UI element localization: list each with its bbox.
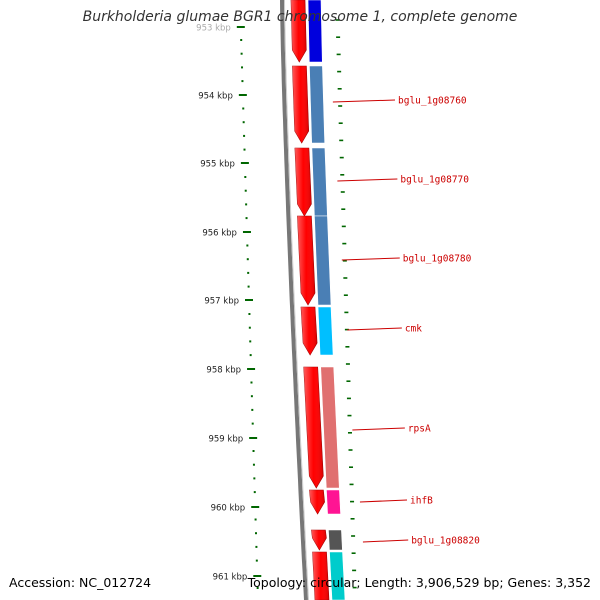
scale-tick-label: 953 kbp bbox=[196, 24, 231, 34]
gene-arrow-shade bbox=[292, 66, 309, 143]
scale-tick-label: 956 kbp bbox=[202, 229, 237, 239]
backbone-line bbox=[280, 0, 308, 600]
gene-category-block bbox=[329, 551, 346, 600]
gene-category-block bbox=[311, 147, 328, 217]
gene-label[interactable]: bglu_1g08780 bbox=[403, 254, 472, 265]
gene-arrow-shade bbox=[294, 148, 312, 216]
gene-label-leader bbox=[362, 539, 409, 543]
gene-category-block bbox=[320, 366, 340, 489]
gene-category-block bbox=[317, 306, 334, 356]
gene-label[interactable]: rpsA bbox=[408, 424, 431, 435]
scale-tick-label: 957 kbp bbox=[204, 297, 239, 307]
gene-label[interactable]: ihfB bbox=[410, 496, 433, 507]
gene-arrow-shade bbox=[309, 490, 325, 514]
gene-label-leader bbox=[359, 499, 408, 503]
gene-label-leader bbox=[341, 257, 400, 261]
gene-arrow-shade bbox=[297, 216, 315, 305]
gene-label[interactable]: cmk bbox=[405, 324, 422, 335]
gene-arrow-shade bbox=[311, 530, 327, 550]
scale-tick-label: 954 kbp bbox=[198, 92, 233, 102]
gene-category-block bbox=[328, 529, 343, 551]
backbone-highlight bbox=[284, 0, 309, 600]
genome-summary: Topology: circular; Length: 3,906,529 bp… bbox=[247, 575, 591, 590]
gene-track bbox=[290, 0, 346, 600]
scale-tick-label: 955 kbp bbox=[200, 160, 235, 170]
scale-tick-label: 958 kbp bbox=[206, 366, 241, 376]
gene-arrow-shade bbox=[291, 0, 307, 62]
gene-category-block bbox=[314, 215, 332, 306]
scale-tick-label: 960 kbp bbox=[211, 504, 246, 514]
scale-tick-label: 959 kbp bbox=[208, 435, 243, 445]
gene-label-leader bbox=[337, 178, 398, 182]
scale-tick-label: 961 kbp bbox=[213, 573, 248, 583]
gene-category-block bbox=[309, 65, 326, 144]
gene-label-leader bbox=[332, 99, 396, 103]
gene-label[interactable]: bglu_1g08820 bbox=[411, 536, 480, 547]
scale-ticks: 953 kbp 954 kbp 955 kbp 956 kbp 957 kbp 958 k… bbox=[196, 19, 357, 589]
chromosome-backbone bbox=[280, 0, 309, 600]
gene-label[interactable]: bglu_1g08770 bbox=[400, 175, 469, 186]
gene-arrow-shade bbox=[301, 307, 318, 355]
accession-label: Accession: NC_012724 bbox=[9, 575, 152, 590]
gene-category-block bbox=[326, 489, 341, 515]
gene-category-block bbox=[307, 0, 323, 63]
gene-label[interactable]: bglu_1g08760 bbox=[398, 96, 467, 107]
gene-arrow-shade bbox=[303, 367, 324, 488]
gene-arrow-shade bbox=[312, 552, 329, 600]
gene-label-leader bbox=[347, 327, 402, 331]
gene-label-leader bbox=[352, 427, 405, 431]
map-title: Burkholderia glumae BGR1 chromosome 1, c… bbox=[82, 9, 518, 25]
